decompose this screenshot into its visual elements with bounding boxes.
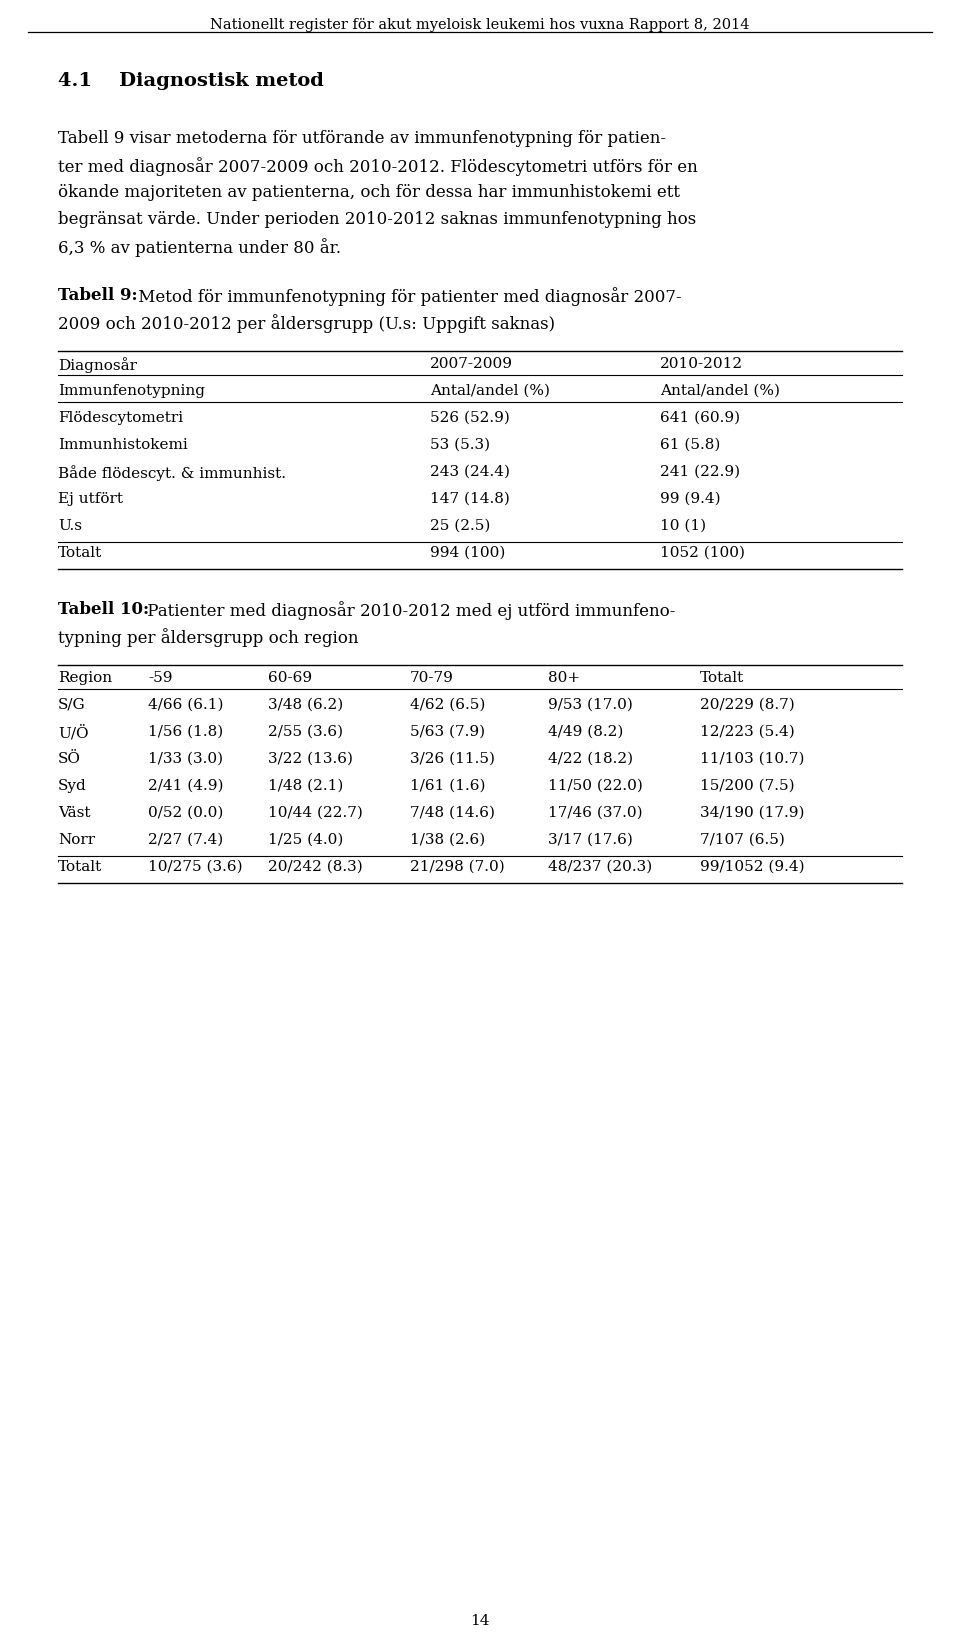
Text: 99 (9.4): 99 (9.4) <box>660 491 721 506</box>
Text: Tabell 10:: Tabell 10: <box>58 601 149 619</box>
Text: 10 (1): 10 (1) <box>660 519 707 534</box>
Text: ökande majoriteten av patienterna, och för dessa har immunhistokemi ett: ökande majoriteten av patienterna, och f… <box>58 184 680 201</box>
Text: 2007-2009: 2007-2009 <box>430 357 513 370</box>
Text: Tabell 9 visar metoderna för utförande av immunfenotypning för patien-: Tabell 9 visar metoderna för utförande a… <box>58 131 666 147</box>
Text: -59: -59 <box>148 671 173 685</box>
Text: 1/33 (3.0): 1/33 (3.0) <box>148 752 223 765</box>
Text: 6,3 % av patienterna under 80 år.: 6,3 % av patienterna under 80 år. <box>58 238 341 256</box>
Text: U.s: U.s <box>58 519 82 534</box>
Text: 147 (14.8): 147 (14.8) <box>430 491 510 506</box>
Text: 25 (2.5): 25 (2.5) <box>430 519 491 534</box>
Text: 20/229 (8.7): 20/229 (8.7) <box>700 698 795 712</box>
Text: 641 (60.9): 641 (60.9) <box>660 411 740 424</box>
Text: 2010-2012: 2010-2012 <box>660 357 743 370</box>
Text: 1/25 (4.0): 1/25 (4.0) <box>268 832 344 847</box>
Text: Metod för immunfenotypning för patienter med diagnosår 2007-: Metod för immunfenotypning för patienter… <box>133 287 682 305</box>
Text: 7/48 (14.6): 7/48 (14.6) <box>410 806 495 819</box>
Text: 1052 (100): 1052 (100) <box>660 547 745 560</box>
Text: ter med diagnosår 2007-2009 och 2010-2012. Flödescytometri utförs för en: ter med diagnosår 2007-2009 och 2010-201… <box>58 157 698 176</box>
Text: 3/17 (17.6): 3/17 (17.6) <box>548 832 633 847</box>
Text: 99/1052 (9.4): 99/1052 (9.4) <box>700 860 804 875</box>
Text: Tabell 9:: Tabell 9: <box>58 287 137 304</box>
Text: 11/103 (10.7): 11/103 (10.7) <box>700 752 804 765</box>
Text: 15/200 (7.5): 15/200 (7.5) <box>700 778 795 793</box>
Text: 2009 och 2010-2012 per åldersgrupp (U.s: Uppgift saknas): 2009 och 2010-2012 per åldersgrupp (U.s:… <box>58 313 555 333</box>
Text: Totalt: Totalt <box>58 547 103 560</box>
Text: 3/48 (6.2): 3/48 (6.2) <box>268 698 344 712</box>
Text: 5/63 (7.9): 5/63 (7.9) <box>410 725 485 739</box>
Text: Patienter med diagnosår 2010-2012 med ej utförd immunfeno-: Patienter med diagnosår 2010-2012 med ej… <box>142 601 676 620</box>
Text: 2/41 (4.9): 2/41 (4.9) <box>148 778 224 793</box>
Text: Ej utfört: Ej utfört <box>58 491 123 506</box>
Text: 11/50 (22.0): 11/50 (22.0) <box>548 778 643 793</box>
Text: 4.1    Diagnostisk metod: 4.1 Diagnostisk metod <box>58 72 324 90</box>
Text: 21/298 (7.0): 21/298 (7.0) <box>410 860 505 875</box>
Text: Immunfenotypning: Immunfenotypning <box>58 384 205 398</box>
Text: S/G: S/G <box>58 698 85 712</box>
Text: 12/223 (5.4): 12/223 (5.4) <box>700 725 795 739</box>
Text: 3/26 (11.5): 3/26 (11.5) <box>410 752 495 765</box>
Text: 34/190 (17.9): 34/190 (17.9) <box>700 806 804 819</box>
Text: Syd: Syd <box>58 778 86 793</box>
Text: Flödescytometri: Flödescytometri <box>58 411 183 424</box>
Text: 3/22 (13.6): 3/22 (13.6) <box>268 752 353 765</box>
Text: 2/55 (3.6): 2/55 (3.6) <box>268 725 343 739</box>
Text: 4/49 (8.2): 4/49 (8.2) <box>548 725 623 739</box>
Text: Antal/andel (%): Antal/andel (%) <box>660 384 780 398</box>
Text: 17/46 (37.0): 17/46 (37.0) <box>548 806 642 819</box>
Text: 4/22 (18.2): 4/22 (18.2) <box>548 752 634 765</box>
Text: typning per åldersgrupp och region: typning per åldersgrupp och region <box>58 628 358 646</box>
Text: SÖ: SÖ <box>58 752 81 765</box>
Text: 243 (24.4): 243 (24.4) <box>430 465 510 480</box>
Text: Region: Region <box>58 671 112 685</box>
Text: 10/44 (22.7): 10/44 (22.7) <box>268 806 363 819</box>
Text: 60-69: 60-69 <box>268 671 312 685</box>
Text: Diagnosår: Diagnosår <box>58 357 137 372</box>
Text: Immunhistokemi: Immunhistokemi <box>58 437 188 452</box>
Text: 0/52 (0.0): 0/52 (0.0) <box>148 806 224 819</box>
Text: 4/66 (6.1): 4/66 (6.1) <box>148 698 224 712</box>
Text: 1/38 (2.6): 1/38 (2.6) <box>410 832 485 847</box>
Text: 61 (5.8): 61 (5.8) <box>660 437 720 452</box>
Text: 80+: 80+ <box>548 671 580 685</box>
Text: begränsat värde. Under perioden 2010-2012 saknas immunfenotypning hos: begränsat värde. Under perioden 2010-201… <box>58 211 696 228</box>
Text: 241 (22.9): 241 (22.9) <box>660 465 740 480</box>
Text: 7/107 (6.5): 7/107 (6.5) <box>700 832 785 847</box>
Text: 48/237 (20.3): 48/237 (20.3) <box>548 860 652 875</box>
Text: 14: 14 <box>470 1614 490 1629</box>
Text: 526 (52.9): 526 (52.9) <box>430 411 510 424</box>
Text: U/Ö: U/Ö <box>58 725 88 741</box>
Text: Väst: Väst <box>58 806 90 819</box>
Text: Totalt: Totalt <box>700 671 744 685</box>
Text: Antal/andel (%): Antal/andel (%) <box>430 384 550 398</box>
Text: 20/242 (8.3): 20/242 (8.3) <box>268 860 363 875</box>
Text: 1/48 (2.1): 1/48 (2.1) <box>268 778 344 793</box>
Text: 4/62 (6.5): 4/62 (6.5) <box>410 698 486 712</box>
Text: 994 (100): 994 (100) <box>430 547 505 560</box>
Text: 2/27 (7.4): 2/27 (7.4) <box>148 832 224 847</box>
Text: 10/275 (3.6): 10/275 (3.6) <box>148 860 243 875</box>
Text: 1/56 (1.8): 1/56 (1.8) <box>148 725 224 739</box>
Text: 53 (5.3): 53 (5.3) <box>430 437 491 452</box>
Text: Totalt: Totalt <box>58 860 103 875</box>
Text: 1/61 (1.6): 1/61 (1.6) <box>410 778 486 793</box>
Text: Både flödescyt. & immunhist.: Både flödescyt. & immunhist. <box>58 465 286 481</box>
Text: 9/53 (17.0): 9/53 (17.0) <box>548 698 633 712</box>
Text: 70-79: 70-79 <box>410 671 454 685</box>
Text: Nationellt register för akut myeloisk leukemi hos vuxna Rapport 8, 2014: Nationellt register för akut myeloisk le… <box>210 18 750 33</box>
Text: Norr: Norr <box>58 832 95 847</box>
